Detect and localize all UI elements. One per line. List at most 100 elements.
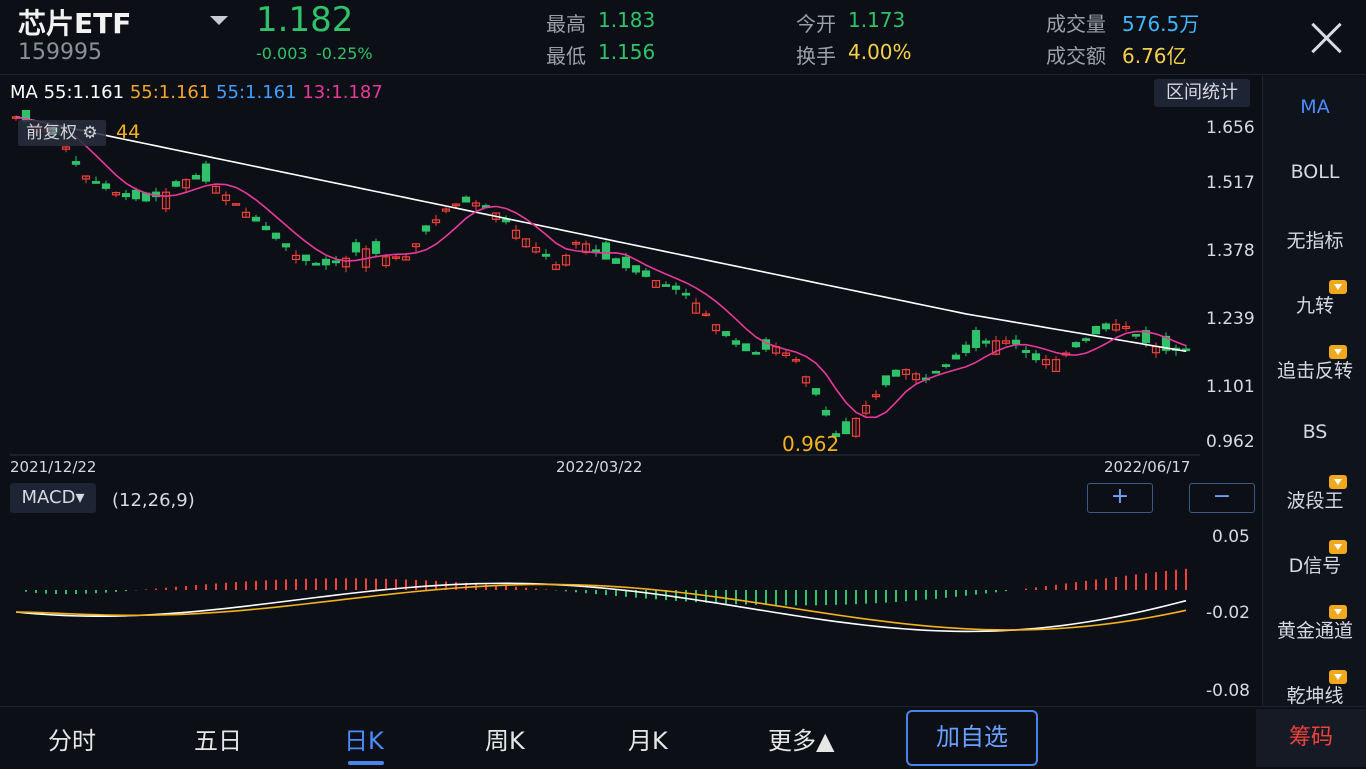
candle-body <box>841 421 851 435</box>
candle-body <box>541 253 551 257</box>
candle-body <box>901 369 911 376</box>
candle-body <box>571 241 581 245</box>
turnover-label: 换手 <box>796 44 836 68</box>
candle-body <box>801 376 811 384</box>
zoom-out-button[interactable]: − <box>1189 483 1255 513</box>
sidebar-item-bs[interactable]: BS <box>1302 421 1328 443</box>
candle-body <box>651 279 661 288</box>
macd-chart[interactable] <box>0 520 1262 706</box>
candle-body <box>631 265 641 273</box>
amount-value: 6.76亿 <box>1122 44 1187 68</box>
gear-icon: ⚙ <box>82 123 98 143</box>
candle-body <box>381 256 391 267</box>
candle-body <box>1081 338 1091 341</box>
indicator-sidebar: MA BOLL 无指标 九转 追击反转 BS 波段王 D信号 黄金通道 乾坤线 <box>1262 76 1366 716</box>
candle-body <box>331 260 341 264</box>
candle-body <box>951 354 961 360</box>
vip-badge-icon <box>1329 345 1347 359</box>
candle-body <box>671 285 681 290</box>
sidebar-item-boduan[interactable]: 波段王 <box>1286 490 1344 512</box>
candle-body <box>791 358 801 362</box>
candle-body <box>501 218 511 223</box>
adjust-mode-button[interactable]: 前复权 ⚙ <box>18 120 106 146</box>
candle-body <box>271 232 281 239</box>
candle-body <box>811 388 821 395</box>
candle-body <box>1091 325 1101 335</box>
candle-body <box>421 225 431 232</box>
ma-pink-line <box>15 116 1187 419</box>
candlestick-chart[interactable] <box>0 110 1262 482</box>
candle-body <box>721 331 731 337</box>
low-marker: 0.962 <box>782 432 840 456</box>
indicator-select-button[interactable]: MACD▾ <box>10 483 96 513</box>
candle-body <box>71 161 81 165</box>
candle-body <box>131 189 141 200</box>
ma-legend-prefix: MA 55:1.161 <box>10 82 125 103</box>
macd-y-tick: -0.08 <box>1206 681 1250 701</box>
candle-body <box>1001 340 1011 344</box>
adjust-mode-label: 前复权 <box>26 123 77 143</box>
vip-badge-icon <box>1329 540 1347 554</box>
vip-badge-icon <box>1329 605 1347 619</box>
candle-body <box>701 313 711 317</box>
low-value: 1.156 <box>598 40 656 64</box>
sidebar-item-qiankun[interactable]: 乾坤线 <box>1286 685 1344 707</box>
candle-body <box>261 225 271 231</box>
tab-wuri[interactable]: 五日 <box>194 727 242 755</box>
security-name[interactable]: 芯片ETF <box>18 7 132 40</box>
tab-yuek[interactable]: 月K <box>628 727 668 755</box>
close-icon[interactable] <box>1306 18 1346 58</box>
candle-body <box>301 254 311 262</box>
candle-body <box>691 302 701 314</box>
candle-body <box>1071 342 1081 348</box>
candle-body <box>741 343 751 352</box>
candle-body <box>431 219 441 224</box>
candle-body <box>991 340 1001 355</box>
sidebar-item-jiuzhuan[interactable]: 九转 <box>1295 295 1334 317</box>
range-stats-button[interactable]: 区间统计 <box>1154 79 1250 107</box>
sidebar-item-none[interactable]: 无指标 <box>1286 230 1344 252</box>
high-value: 1.183 <box>598 8 656 32</box>
candle-body <box>441 208 451 212</box>
candle-body <box>161 191 171 210</box>
chevron-down-icon[interactable] <box>210 16 228 25</box>
candle-body <box>871 394 881 398</box>
high-marker: 44 <box>116 121 141 143</box>
tab-rik[interactable]: 日K <box>344 727 384 755</box>
candle-body <box>91 181 101 184</box>
candle-body <box>401 256 411 261</box>
tab-zhouk[interactable]: 周K <box>485 727 525 755</box>
candle-body <box>1021 350 1031 353</box>
high-label: 最高 <box>546 12 586 36</box>
candle-body <box>1101 323 1111 330</box>
sidebar-item-ma[interactable]: MA <box>1300 96 1330 118</box>
candle-body <box>511 229 521 239</box>
zoom-in-button[interactable]: + <box>1087 483 1153 513</box>
candle-body <box>101 183 111 189</box>
x-date: 2022/06/17 <box>1104 458 1191 476</box>
period-tab-bar: 分时 五日 日K 周K 月K 更多▲ 加自选 筹码 <box>0 706 1366 769</box>
candle-body <box>941 364 951 367</box>
vip-badge-icon <box>1329 280 1347 294</box>
candle-body <box>1141 330 1151 343</box>
sidebar-item-zhuiji[interactable]: 追击反转 <box>1276 360 1353 382</box>
tab-more[interactable]: 更多▲ <box>768 727 835 755</box>
candle-body <box>661 284 671 287</box>
candle-body <box>111 191 121 196</box>
last-price: 1.182 <box>256 0 354 40</box>
candle-body <box>1031 353 1041 361</box>
amount-label: 成交额 <box>1046 44 1106 68</box>
security-code: 159995 <box>18 40 102 65</box>
tab-fenshi[interactable]: 分时 <box>48 727 96 755</box>
sidebar-item-dxinhao[interactable]: D信号 <box>1288 555 1342 577</box>
sidebar-item-boll[interactable]: BOLL <box>1290 161 1340 183</box>
candle-body <box>351 242 361 253</box>
add-watchlist-button[interactable]: 加自选 <box>906 710 1038 766</box>
candle-body <box>321 258 331 266</box>
candle-body <box>961 344 971 353</box>
chip-distribution-button[interactable]: 筹码 <box>1256 709 1366 767</box>
candle-body <box>341 257 351 268</box>
candle-body <box>411 243 421 248</box>
sidebar-item-huangjin[interactable]: 黄金通道 <box>1276 620 1353 642</box>
candle-body <box>621 256 631 269</box>
